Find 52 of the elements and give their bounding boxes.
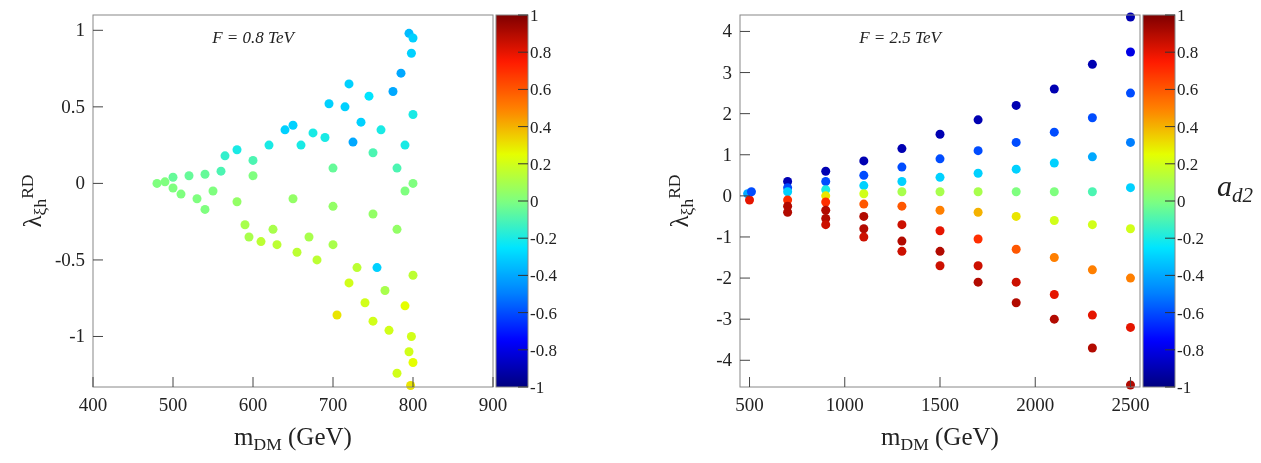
- x-tick-label: 400: [78, 394, 108, 415]
- y-tick-label: 0.5: [61, 95, 85, 117]
- y-tick-label: 4: [722, 20, 733, 42]
- y-tick-label: 2: [722, 102, 732, 124]
- color-bar-label: 0.8: [530, 43, 552, 63]
- color-bar-label: -0.8: [530, 340, 557, 360]
- color-bar-label: -0.2: [1177, 229, 1204, 249]
- color-bar-label: 0.6: [530, 80, 552, 100]
- x-tick-label: 600: [238, 394, 268, 415]
- color-bar-label: 0.8: [1177, 43, 1199, 63]
- color-bar-label: 0.2: [530, 154, 552, 174]
- y-tick-label: -4: [716, 349, 733, 371]
- color-bar-label: -0.8: [1177, 340, 1204, 360]
- x-tick-label: 800: [398, 394, 428, 415]
- color-bar-label: -1: [1177, 378, 1192, 397]
- x-tick-label: 1000: [825, 394, 864, 415]
- color-bar-label: -0.2: [530, 229, 557, 249]
- x-tick-label: 2000: [1016, 394, 1055, 415]
- color-bar-label: -0.6: [1177, 303, 1204, 323]
- x-tick-label: 500: [735, 394, 764, 415]
- y-tick-label: -0.5: [54, 248, 85, 270]
- x-axis-title: m$_{DM}$ (GeV): [881, 423, 999, 455]
- color-bar-label: -0.6: [530, 303, 557, 323]
- y-tick-label: -2: [716, 267, 732, 289]
- y-tick-label: 0: [722, 184, 732, 206]
- color-bar-label: -1: [530, 378, 545, 397]
- x-tick-label: 500: [158, 394, 188, 415]
- y-tick-label: 0: [75, 172, 85, 194]
- color-bar-title: a$_{d2}$: [1217, 169, 1254, 208]
- color-bar-label: -0.4: [1177, 266, 1205, 286]
- x-axis-title: m$_{DM}$ (GeV): [234, 423, 352, 455]
- color-bar-label: 0.6: [1177, 80, 1199, 100]
- color-bar-label: 0.2: [1177, 154, 1199, 174]
- x-tick-label: 1500: [921, 394, 959, 415]
- color-bar-label: 1: [530, 6, 539, 25]
- text: F = 0.8 TeV: [211, 28, 297, 47]
- y-tick-label: -1: [69, 325, 85, 347]
- color-bar-label: 0.4: [1177, 117, 1199, 137]
- color-bar-label: 0: [530, 192, 539, 211]
- x-tick-label: 700: [318, 394, 348, 415]
- x-tick-label: 2500: [1111, 394, 1150, 415]
- color-bar-label: 1: [1177, 6, 1186, 25]
- y-tick-label: 3: [722, 61, 732, 83]
- text: F = 2.5 TeV: [858, 28, 944, 47]
- color-bar-label: -0.4: [530, 266, 558, 286]
- y-tick-label: -1: [716, 225, 732, 247]
- color-bar-label: 0: [1177, 192, 1186, 211]
- y-tick-label: 1: [75, 19, 85, 41]
- y-tick-label: -3: [716, 308, 732, 330]
- color-bar-label: 0.4: [530, 117, 552, 137]
- x-tick-label: 900: [478, 394, 508, 415]
- y-tick-label: 1: [722, 143, 732, 165]
